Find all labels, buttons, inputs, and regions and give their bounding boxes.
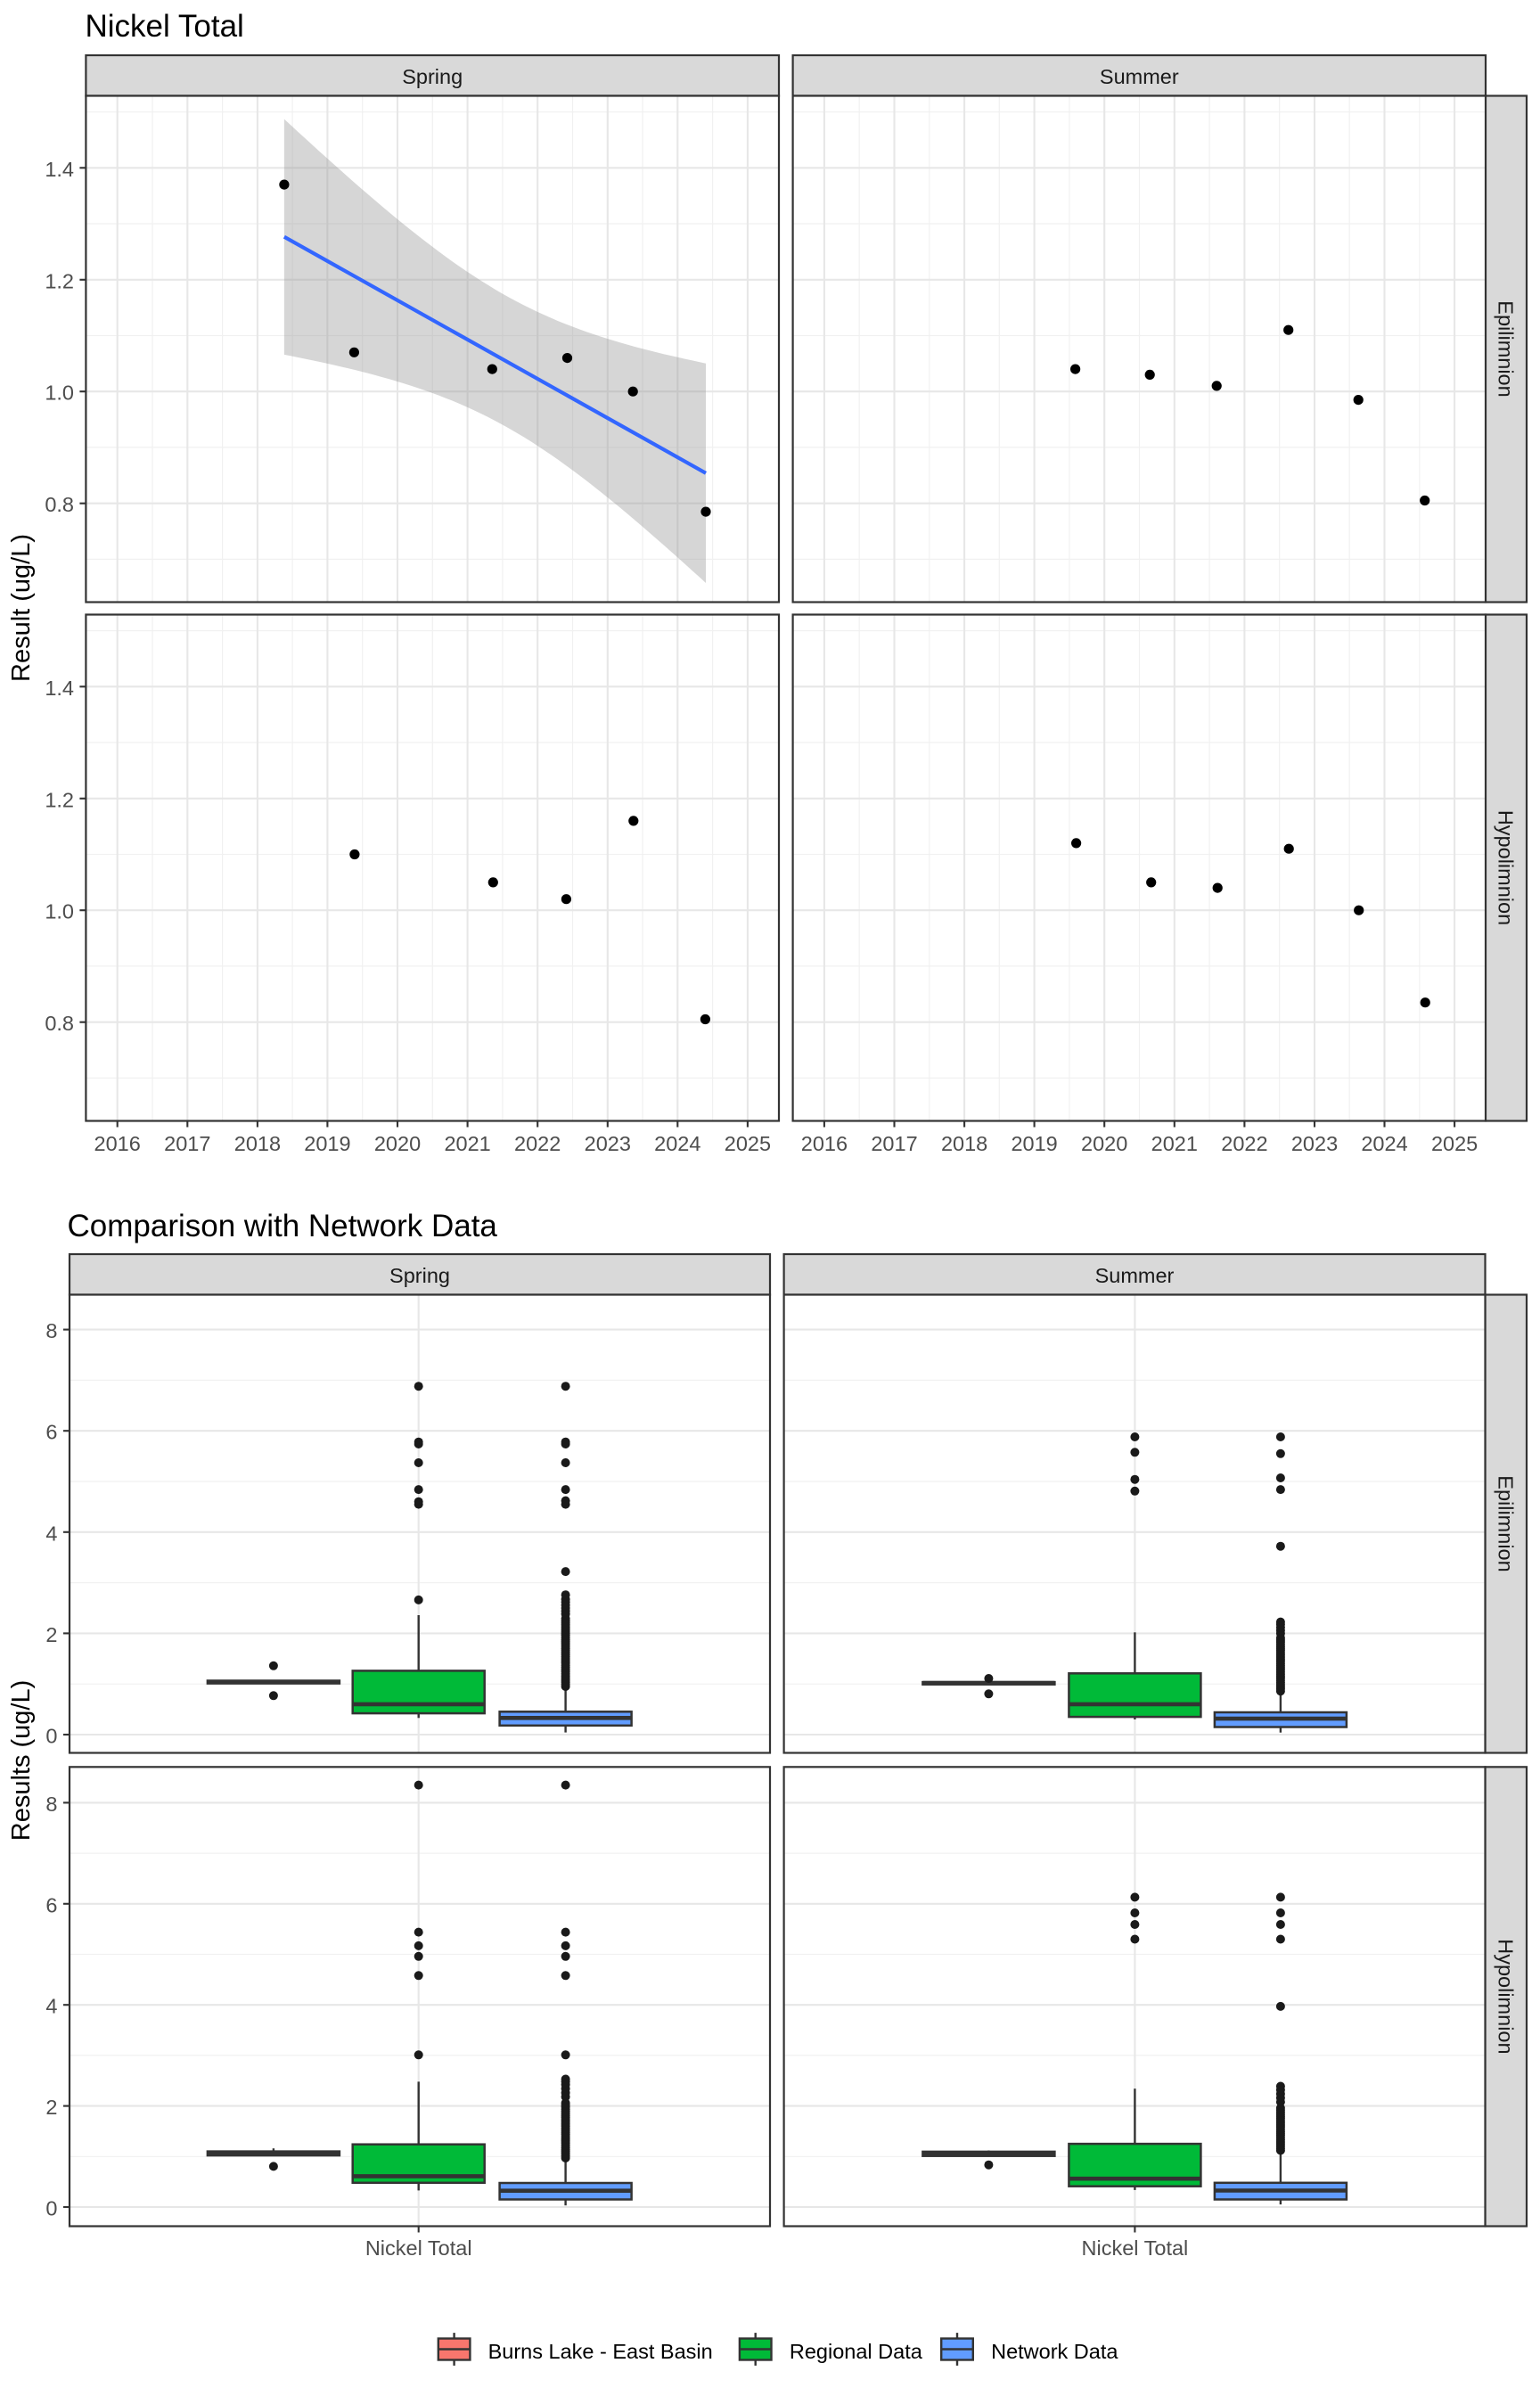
svg-text:Regional Data: Regional Data xyxy=(790,2340,923,2363)
svg-text:Nickel Total: Nickel Total xyxy=(365,2236,472,2260)
svg-text:Spring: Spring xyxy=(389,1264,450,1287)
svg-text:6: 6 xyxy=(45,1421,57,1444)
svg-text:2023: 2023 xyxy=(1291,1132,1338,1155)
svg-text:2021: 2021 xyxy=(444,1132,490,1155)
svg-text:Nickel Total: Nickel Total xyxy=(1082,2236,1189,2260)
svg-text:2: 2 xyxy=(45,2096,57,2119)
svg-text:1.0: 1.0 xyxy=(45,900,74,923)
svg-text:1.4: 1.4 xyxy=(45,158,74,181)
svg-text:2024: 2024 xyxy=(654,1132,700,1155)
svg-text:2020: 2020 xyxy=(1081,1132,1127,1155)
svg-text:8: 8 xyxy=(45,1793,57,1816)
svg-text:Hypolimnion: Hypolimnion xyxy=(1494,810,1517,925)
svg-text:6: 6 xyxy=(45,1893,57,1916)
svg-text:Hypolimnion: Hypolimnion xyxy=(1494,1939,1517,2054)
svg-text:0: 0 xyxy=(45,1725,57,1748)
svg-text:2024: 2024 xyxy=(1361,1132,1407,1155)
svg-text:2: 2 xyxy=(45,1623,57,1646)
svg-text:1.0: 1.0 xyxy=(45,382,74,405)
svg-text:Results (ug/L): Results (ug/L) xyxy=(7,1680,36,1842)
svg-text:2019: 2019 xyxy=(304,1132,350,1155)
svg-text:2017: 2017 xyxy=(164,1132,210,1155)
svg-text:0.8: 0.8 xyxy=(45,1012,74,1035)
svg-text:4: 4 xyxy=(45,1522,57,1545)
svg-text:0.8: 0.8 xyxy=(45,493,74,516)
svg-text:2025: 2025 xyxy=(1431,1132,1478,1155)
svg-text:Burns Lake - East Basin: Burns Lake - East Basin xyxy=(488,2340,713,2363)
svg-text:Summer: Summer xyxy=(1095,1264,1175,1287)
svg-text:1.4: 1.4 xyxy=(45,677,74,700)
svg-text:2019: 2019 xyxy=(1011,1132,1057,1155)
svg-text:Nickel Total: Nickel Total xyxy=(86,9,244,44)
svg-text:2022: 2022 xyxy=(1221,1132,1267,1155)
svg-text:8: 8 xyxy=(45,1319,57,1342)
svg-text:2016: 2016 xyxy=(801,1132,848,1155)
svg-text:2025: 2025 xyxy=(725,1132,771,1155)
svg-text:2021: 2021 xyxy=(1151,1132,1198,1155)
svg-text:2016: 2016 xyxy=(94,1132,141,1155)
svg-text:2022: 2022 xyxy=(514,1132,561,1155)
svg-text:2018: 2018 xyxy=(941,1132,987,1155)
svg-text:Spring: Spring xyxy=(402,65,463,88)
svg-text:2018: 2018 xyxy=(234,1132,281,1155)
svg-text:2020: 2020 xyxy=(374,1132,421,1155)
svg-text:Comparison with Network Data: Comparison with Network Data xyxy=(68,1209,498,1243)
svg-text:Result (ug/L): Result (ug/L) xyxy=(7,534,36,682)
svg-text:1.2: 1.2 xyxy=(45,788,74,811)
svg-text:0: 0 xyxy=(45,2197,57,2220)
svg-text:Network Data: Network Data xyxy=(991,2340,1118,2363)
svg-text:2023: 2023 xyxy=(585,1132,631,1155)
svg-text:2017: 2017 xyxy=(871,1132,917,1155)
svg-text:4: 4 xyxy=(45,1995,57,2018)
svg-text:Epilimnion: Epilimnion xyxy=(1494,1475,1517,1571)
svg-text:Epilimnion: Epilimnion xyxy=(1494,300,1517,397)
svg-text:1.2: 1.2 xyxy=(45,269,74,292)
svg-text:Summer: Summer xyxy=(1100,65,1179,88)
